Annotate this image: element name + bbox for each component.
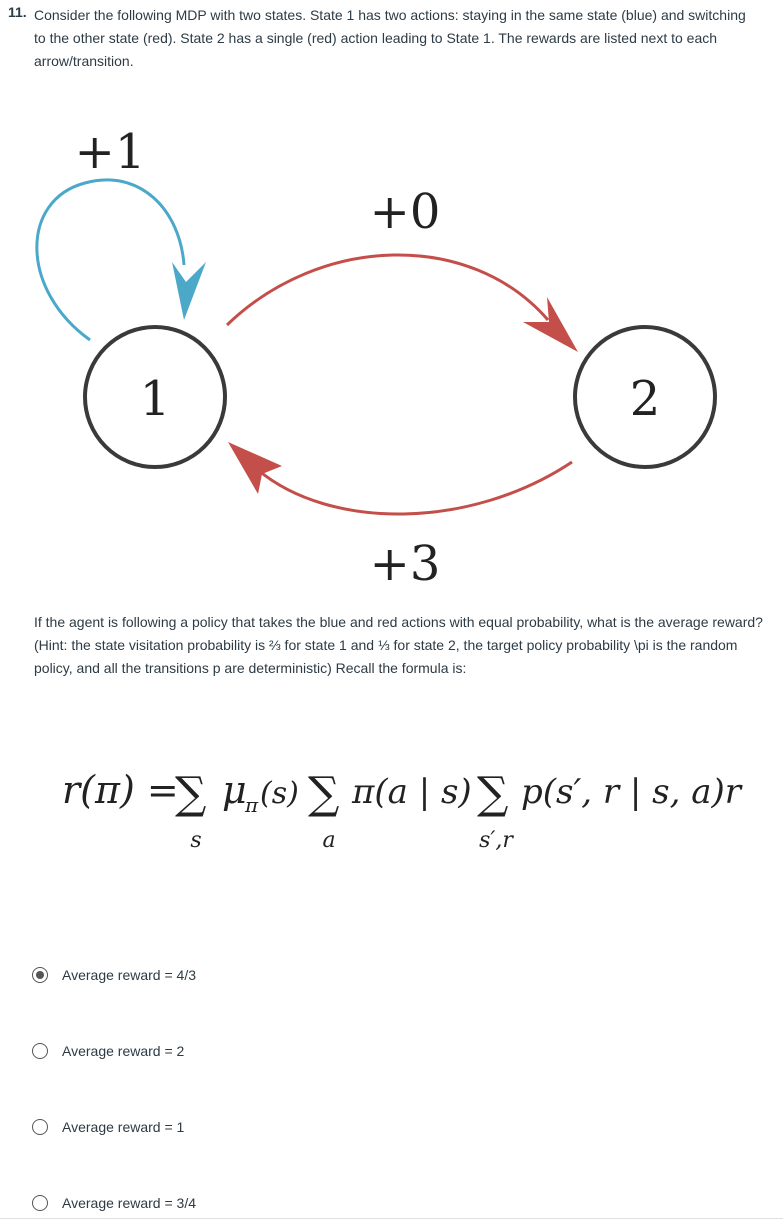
sum-symbol-3: ∑ xyxy=(477,768,508,819)
state-1-label: 1 xyxy=(140,371,171,427)
answer-option-1[interactable]: Average reward = 4/3 xyxy=(32,967,196,983)
sum-symbol-1: ∑ xyxy=(175,768,206,819)
answer-option-label: Average reward = 4/3 xyxy=(62,967,196,983)
reward-self-loop: +1 xyxy=(75,124,146,180)
answer-option-2[interactable]: Average reward = 2 xyxy=(32,1043,184,1059)
arrow-2-to-1-head xyxy=(228,442,282,494)
sum-index-s: s xyxy=(190,828,201,853)
answer-option-4[interactable]: Average reward = 3/4 xyxy=(32,1195,196,1211)
radio-button[interactable] xyxy=(32,1119,48,1135)
formula-lhs: r(π) = xyxy=(62,768,179,812)
question-text: Consider the following MDP with two stat… xyxy=(34,7,746,69)
reward-1-to-2: +0 xyxy=(370,184,441,240)
answer-option-label: Average reward = 2 xyxy=(62,1043,185,1059)
answer-option-label: Average reward = 3/4 xyxy=(62,1195,196,1211)
arrow-1-to-2 xyxy=(225,253,550,327)
sum-index-sr: s′,r xyxy=(479,828,514,853)
formula-policy: π(a | s) xyxy=(351,772,472,812)
radio-button[interactable] xyxy=(32,1195,48,1211)
state-2-node xyxy=(573,325,717,469)
sum-index-a: a xyxy=(322,828,335,853)
radio-button[interactable] xyxy=(32,1043,48,1059)
hint-text: If the agent is following a policy that … xyxy=(34,614,763,676)
state-1-node xyxy=(83,325,227,469)
average-reward-formula: r(π) = ∑ μ π (s) ∑ π(a | s) ∑ p(s′, r | … xyxy=(62,768,743,853)
arrow-2-to-1 xyxy=(257,460,573,516)
formula-transition: p(s′, r | s, a)r xyxy=(521,772,743,812)
self-loop-arrowhead xyxy=(172,262,206,320)
reward-2-to-1: +3 xyxy=(370,536,441,592)
answer-option-3[interactable]: Average reward = 1 xyxy=(32,1119,184,1135)
radio-button-selected[interactable] xyxy=(32,967,48,983)
sum-symbol-2: ∑ xyxy=(308,768,339,819)
state-2-label: 2 xyxy=(630,371,661,427)
mdp-diagram: 1 2 +1 +0 +3 xyxy=(35,124,717,592)
formula-mu-sub: π xyxy=(244,793,259,817)
arrow-1-to-2-head xyxy=(523,297,578,352)
self-loop-arrow xyxy=(35,178,186,342)
formula-mu-arg: (s) xyxy=(260,776,299,811)
divider xyxy=(0,1218,783,1219)
formula-mu: μ xyxy=(222,768,247,812)
question-number: 11. xyxy=(8,4,27,20)
answer-option-label: Average reward = 1 xyxy=(62,1119,185,1135)
